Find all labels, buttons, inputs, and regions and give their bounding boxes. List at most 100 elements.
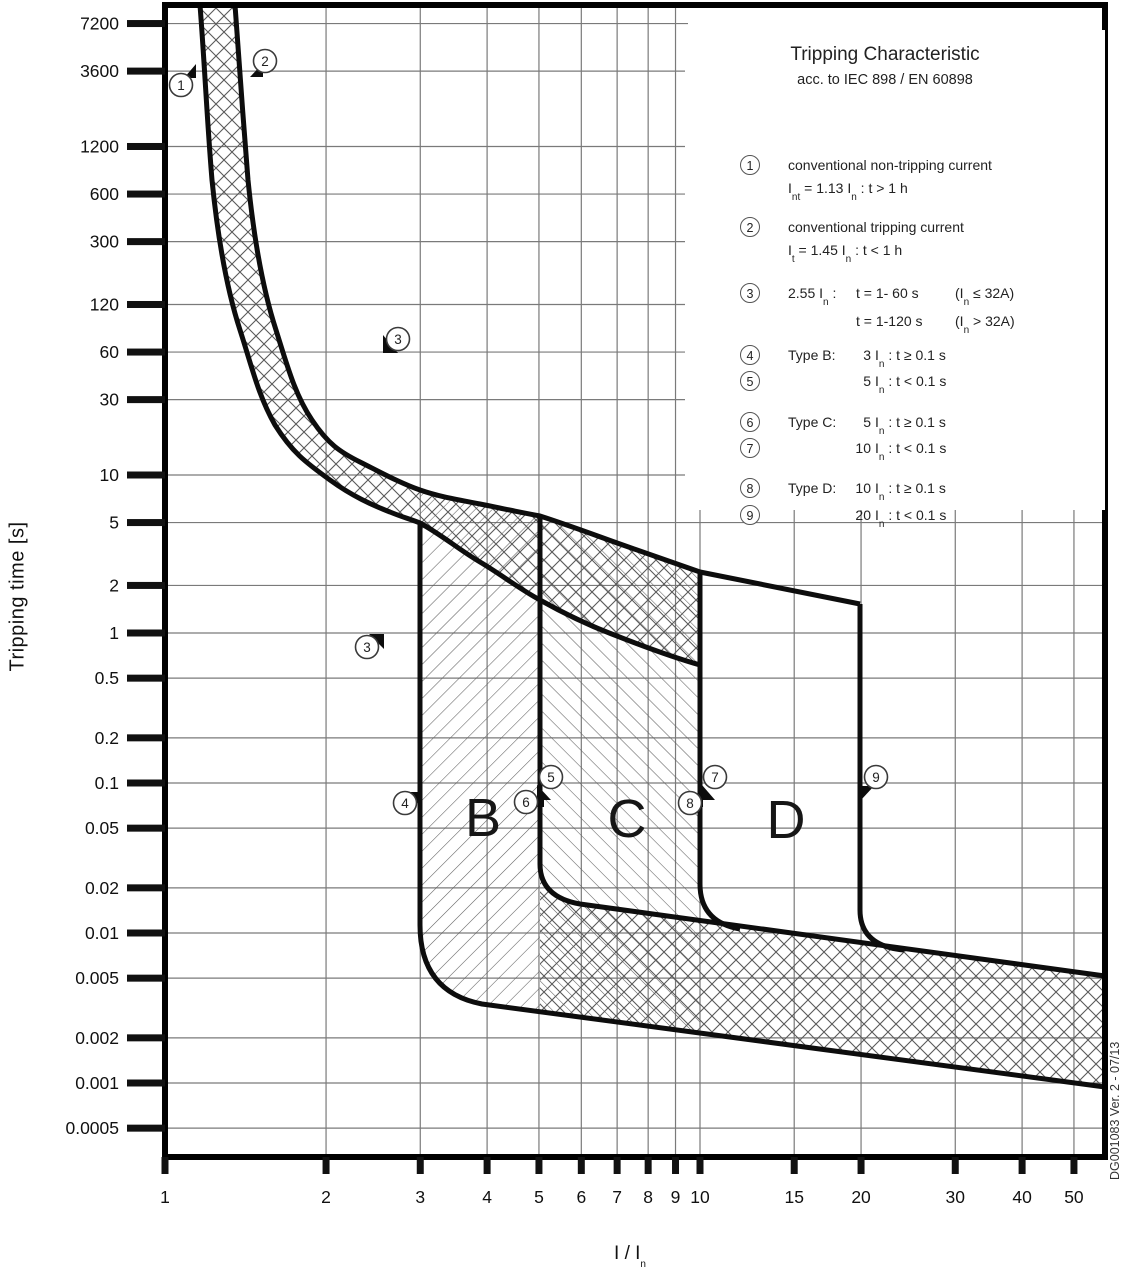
legend-item-8: 8 Type D: 10 In : t ≥ 0.1 s: [685, 478, 1105, 502]
legend-item-2-formula: It = 1.45 In : t < 1 h: [788, 242, 903, 265]
x-tick-label-30: 30: [946, 1187, 966, 1207]
document-number: DG001083 Ver. 2 - 07/13: [1108, 1041, 1122, 1180]
y-tick-0.1: [127, 779, 165, 787]
marker-circle-5: [538, 764, 564, 790]
legend-item-6: 6 Type C: 5 In : t ≥ 0.1 s: [685, 412, 1105, 436]
y-tick-label-2: 2: [109, 575, 119, 595]
curve-tripping-1p45In: [232, 4, 701, 575]
marker-3-2: 3: [383, 326, 411, 353]
marker-label-1: 1: [177, 78, 185, 93]
y-tick-label-0.1: 0.1: [95, 773, 119, 793]
x-tick-label-1: 1: [160, 1187, 170, 1207]
legend-subtitle: acc. to IEC 898 / EN 60898: [797, 72, 973, 88]
line-20In-type-d: [857, 604, 905, 953]
legend-badge-6: 6: [740, 412, 760, 432]
y-tick-label-0.0005: 0.0005: [65, 1118, 119, 1138]
legend-badge-2: 2: [740, 217, 760, 237]
y-tick-60: [127, 348, 165, 356]
y-tick-label-0.005: 0.005: [75, 968, 119, 988]
marker-1-0: 1: [168, 64, 196, 98]
y-tick-label-7200: 7200: [80, 14, 119, 34]
zone-b-hatch: [420, 490, 540, 1011]
zone-letters: B C D: [465, 788, 806, 850]
x-tick-20: [857, 1157, 865, 1174]
y-tick-120: [127, 300, 165, 308]
y-tick-label-60: 60: [100, 342, 120, 362]
zone-letter-C: C: [608, 789, 647, 849]
x-tick-label-5: 5: [534, 1187, 544, 1207]
marker-circle-8: [677, 790, 703, 816]
x-axis-title: I / In: [530, 1243, 730, 1269]
legend-item-7: 7 10 In : t < 0.1 s: [685, 438, 1105, 462]
marker-4-4: 4: [392, 790, 421, 816]
y-tick-label-3600: 3600: [80, 61, 119, 81]
y-tick-label-0.01: 0.01: [85, 923, 119, 943]
x-tick-label-3: 3: [415, 1187, 425, 1207]
legend-title: Tripping Characteristic: [790, 44, 980, 65]
x-axis-title-sub: n: [640, 1258, 646, 1270]
y-tick-0.02: [127, 884, 165, 892]
y-tick-2: [127, 581, 165, 589]
legend-item-4: 4 Type B: 3 In : t ≥ 0.1 s: [685, 345, 1105, 369]
marker-label-4: 4: [401, 796, 409, 811]
y-tick-label-0.5: 0.5: [95, 668, 119, 688]
line-5In-type-bc: [537, 516, 1106, 979]
y-tick-0.05: [127, 824, 165, 832]
legend-badge-9: 9: [740, 505, 760, 525]
x-tick-label-4: 4: [482, 1187, 492, 1207]
x-tick-label-2: 2: [321, 1187, 331, 1207]
y-tick-label-120: 120: [90, 294, 119, 314]
marker-label-3: 3: [394, 332, 402, 347]
y-tick-label-10: 10: [100, 465, 120, 485]
marker-6-6: 6: [513, 789, 544, 815]
y-tick-label-30: 30: [100, 390, 120, 410]
y-tick-label-0.05: 0.05: [85, 818, 119, 838]
x-tick-label-8: 8: [643, 1187, 653, 1207]
legend-badge-4: 4: [740, 345, 760, 365]
marker-flag-9: [861, 786, 874, 800]
x-axis-title-text: I / I: [614, 1243, 641, 1264]
marker-7-7: 7: [702, 764, 728, 800]
x-tick-3: [416, 1157, 424, 1174]
x-tick-label-50: 50: [1064, 1187, 1084, 1207]
legend-item-1-text: conventional non-tripping current: [788, 157, 992, 173]
x-tick-8: [644, 1157, 652, 1174]
marker-label-6: 6: [522, 795, 530, 810]
x-tick-30: [951, 1157, 959, 1174]
plot-markers: 1 2 3 3 4 5 6 7 8 9: [168, 48, 889, 816]
x-tick-6: [577, 1157, 585, 1174]
y-tick-1: [127, 629, 165, 637]
y-tick-label-0.001: 0.001: [75, 1073, 119, 1093]
y-tick-0.5: [127, 674, 165, 682]
y-tick-600: [127, 190, 165, 198]
legend-item-2: 2 conventional tripping current: [685, 217, 1105, 239]
y-tick-0.005: [127, 974, 165, 982]
axis-ticks: [127, 20, 1078, 1174]
x-tick-2: [322, 1157, 330, 1174]
marker-circle-3: [354, 634, 380, 660]
y-tick-10: [127, 471, 165, 479]
marker-circle-7: [702, 764, 728, 790]
zone-letter-B: B: [465, 788, 501, 848]
axis-tick-labels: 7200360012006003001206030105210.50.20.10…: [65, 14, 1083, 1207]
plot-border: [162, 2, 1108, 1160]
x-tick-15: [790, 1157, 798, 1174]
y-tick-0.002: [127, 1034, 165, 1042]
legend-item-1-formula: Int = 1.13 In : t > 1 h: [788, 180, 908, 203]
x-tick-1: [161, 1157, 169, 1174]
y-axis-title: Tripping time [s]: [6, 521, 29, 672]
marker-circle-3: [385, 326, 411, 352]
marker-label-7: 7: [711, 770, 719, 785]
marker-circle-9: [863, 764, 889, 790]
y-tick-300: [127, 238, 165, 246]
y-tick-label-300: 300: [90, 232, 119, 252]
marker-9-9: 9: [861, 764, 889, 800]
marker-label-9: 9: [872, 770, 880, 785]
marker-2-1: 2: [250, 48, 278, 77]
y-tick-label-1: 1: [109, 623, 119, 643]
zone-letter-D: D: [767, 790, 806, 850]
y-tick-1200: [127, 142, 165, 150]
marker-flag-5: [537, 785, 551, 800]
legend-item-5: 5 5 In : t < 0.1 s: [685, 371, 1105, 395]
